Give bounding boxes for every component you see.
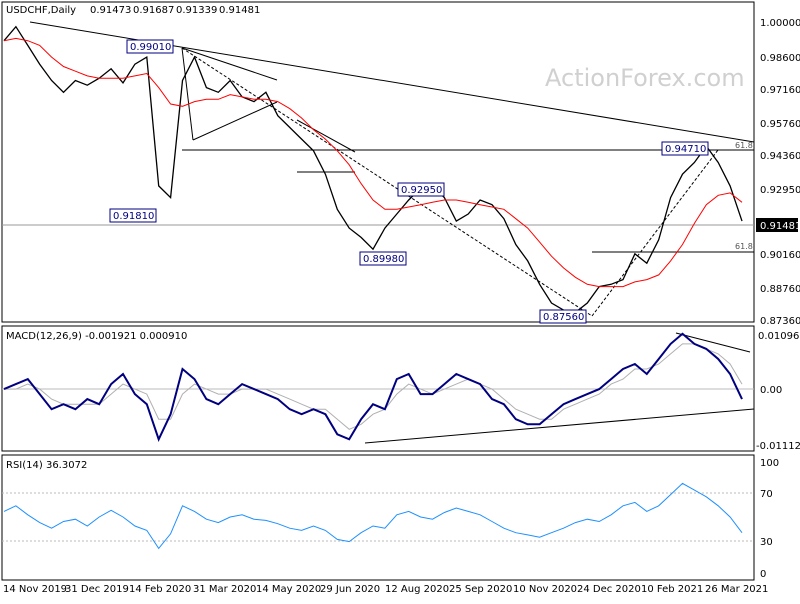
svg-text:0.89980: 0.89980 [363,254,404,265]
x-tick: 31 Dec 2019 [65,584,129,595]
ohlc-close: 0.91481 [219,5,260,16]
x-tick: 14 May 2020 [256,584,321,595]
price-annotation-089980: 0.89980 [359,251,407,266]
x-tick: 24 Dec 2020 [577,584,641,595]
price-tick: 0.97160 [760,85,800,96]
watermark: ActionForex.com [545,64,745,92]
triangle-left-line [181,47,194,141]
svg-text:0.87560: 0.87560 [543,312,584,323]
svg-text:0.91481: 0.91481 [760,221,800,232]
price-tick: 0.87360 [760,316,800,327]
x-tick: 31 Mar 2020 [193,584,256,595]
rsi-tick: 70 [760,489,773,500]
price-annotation-092950: 0.92950 [397,182,445,197]
x-tick: 14 Nov 2019 [3,584,67,595]
rsi-tick: 100 [760,458,779,469]
rsi-y-axis: 100 70 30 0 [760,458,779,580]
price-series-line [3,25,743,314]
x-tick: 12 Aug 2020 [385,584,449,595]
price-tick: 0.94360 [760,151,800,162]
price-panel [1,1,755,323]
svg-text:0.99010: 0.99010 [130,42,171,53]
macd-upper-trendline [675,332,751,353]
rsi-tick: 0 [760,569,766,580]
price-tick: 0.90160 [760,250,800,261]
rsi-panel-title: RSI(14) 36.3072 [6,460,87,471]
indicator-lines [2,332,755,542]
price-annotation-099010: 0.99010 [126,39,174,54]
x-tick: 25 Sep 2020 [449,584,512,595]
rsi-tick: 30 [760,537,773,548]
macd-lower-trendline [364,408,755,444]
x-tick: 14 Feb 2020 [129,584,191,595]
ohlc-open: 0.91473 [90,5,131,16]
current-price-label: 0.91481 [756,218,800,232]
x-tick: 26 Mar 2021 [705,584,768,595]
svg-text:0.94710: 0.94710 [665,144,706,155]
price-tick: 1.00000 [760,18,800,29]
rsi-line [3,482,743,550]
dashed-decline-line [181,47,593,317]
macd-line [3,332,743,442]
price-tick: 0.92950 [760,185,800,196]
price-annotation-094710: 0.94710 [661,141,709,156]
rsi-panel [1,454,755,581]
price-y-axis: 1.00000 0.98600 0.97160 0.95760 0.94360 … [760,18,800,327]
macd-tick: -0.011127 [756,441,800,452]
price-annotation-091810: 0.91810 [109,208,157,223]
x-tick: 10 Feb 2021 [641,584,703,595]
fib-label-upper: 61.8 [735,141,753,150]
price-tick: 0.88760 [760,284,800,295]
x-axis: 14 Nov 2019 31 Dec 2019 14 Feb 2020 31 M… [3,584,768,595]
macd-panel-title: MACD(12,26,9) -0.001921 0.000910 [6,331,187,342]
price-panel-title: USDCHF,Daily [6,5,76,16]
macd-signal-line [4,343,743,430]
macd-tick: 0.010967 [758,331,800,342]
triangle-upper-line [181,47,278,81]
macd-tick: 0.00 [760,385,782,396]
ohlc-values: 0.91473 0.91687 0.91339 0.91481 [90,5,260,16]
price-tick: 0.98600 [760,53,800,64]
moving-average-line [3,37,743,288]
price-annotation-087560: 0.87560 [539,309,587,324]
macd-y-axis: 0.010967 0.00 -0.011127 [756,331,800,452]
x-tick: 10 Nov 2020 [513,584,577,595]
channel-line-1 [296,119,356,153]
svg-text:0.91810: 0.91810 [113,211,154,222]
ohlc-high: 0.91687 [133,5,174,16]
price-tick: 0.95760 [760,119,800,130]
x-tick: 29 Jun 2020 [320,584,380,595]
triangle-lower-line [192,101,278,141]
fib-label-lower: 61.8 [735,242,753,251]
ohlc-low: 0.91339 [176,5,217,16]
svg-text:0.92950: 0.92950 [401,185,442,196]
